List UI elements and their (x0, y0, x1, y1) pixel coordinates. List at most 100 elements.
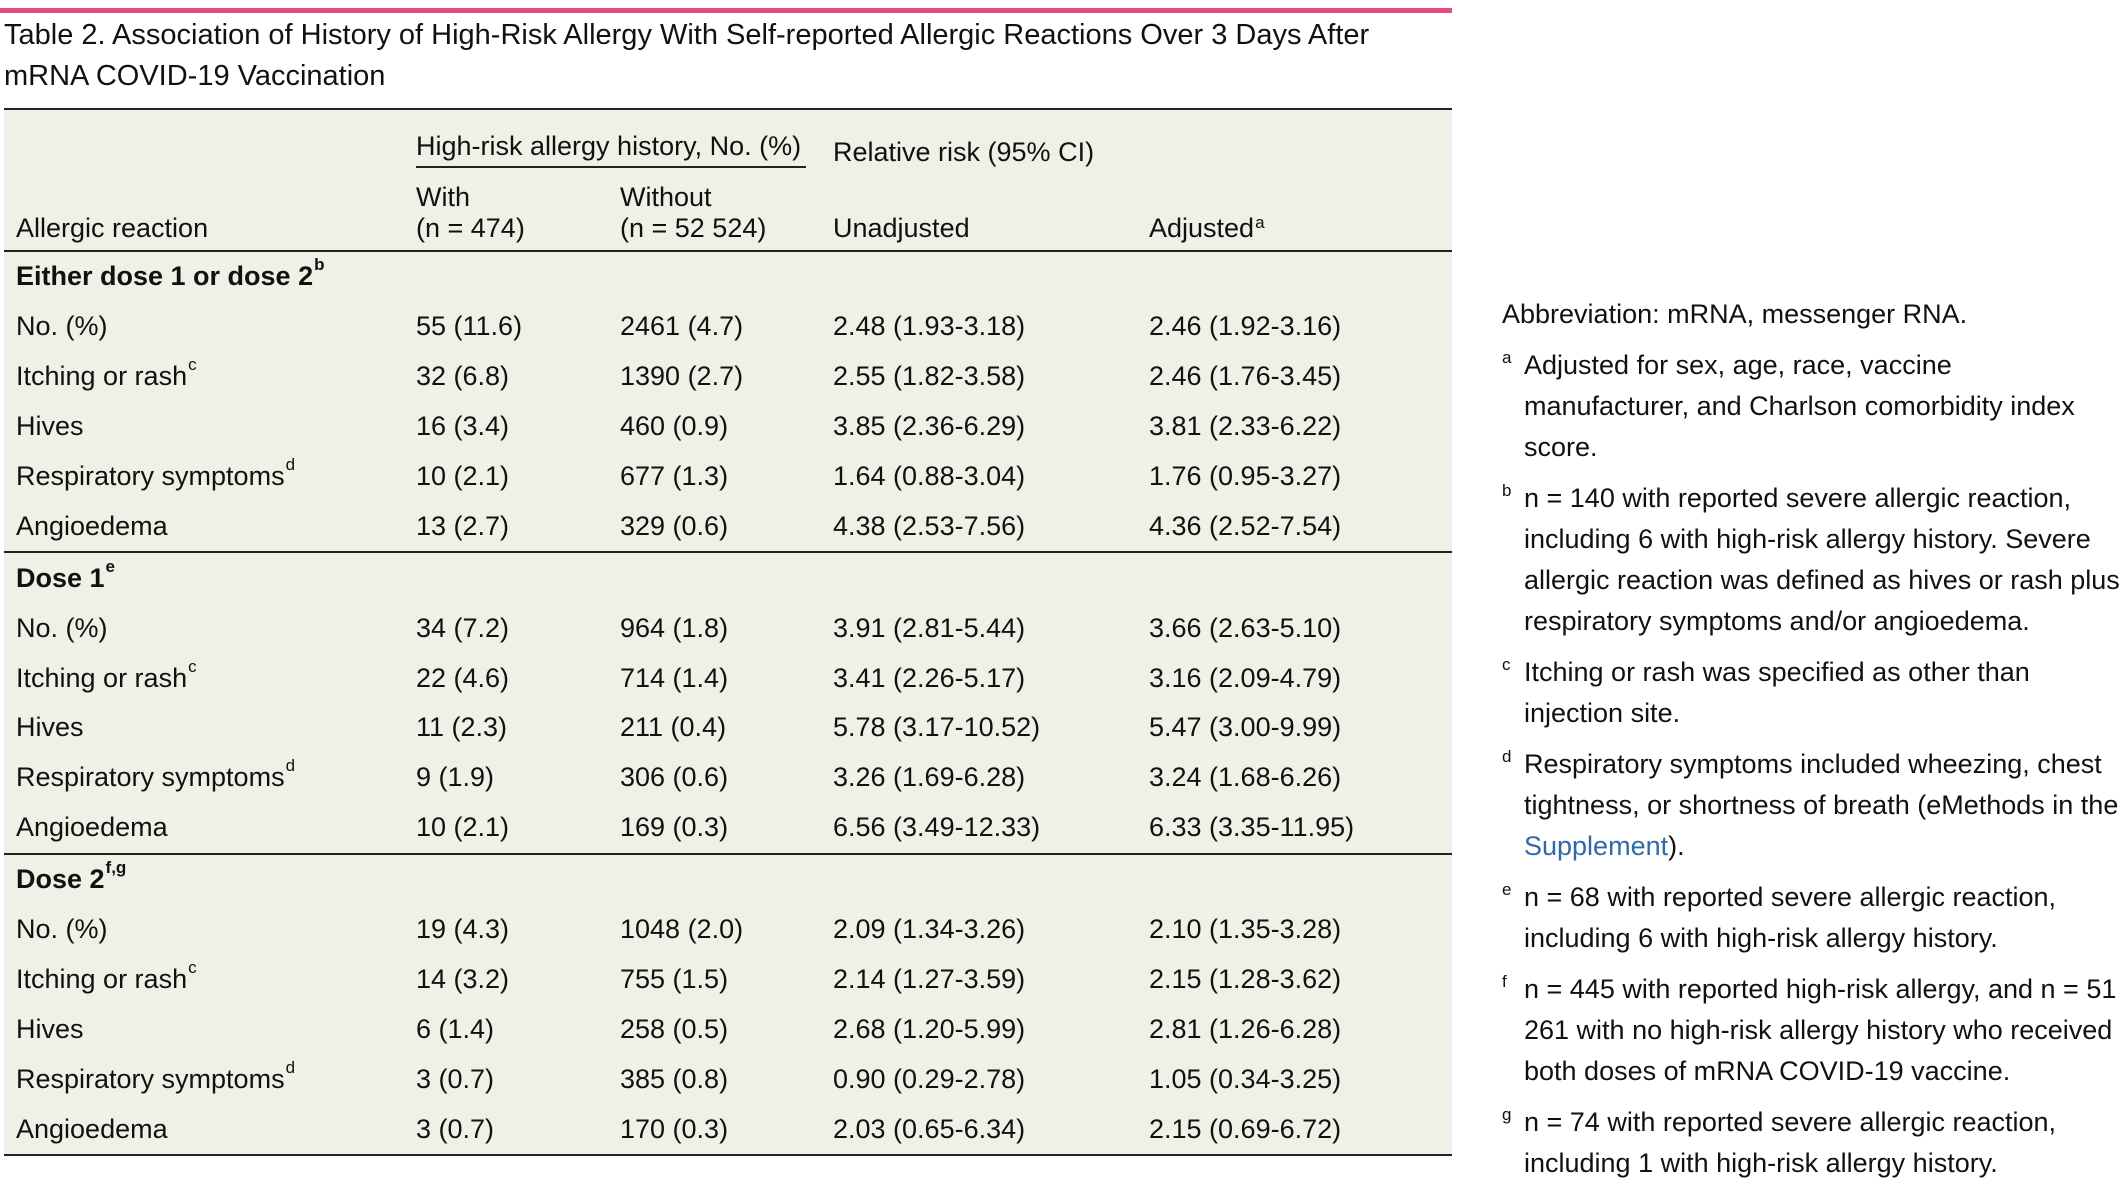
section-label: Either dose 1 or dose 2b (4, 251, 1452, 302)
cell-reaction: No. (%) (4, 904, 404, 955)
footnote-text: n = 445 with reported high-risk allergy,… (1524, 974, 2117, 1086)
footnote: g n = 74 with reported severe allergic re… (1502, 1102, 2122, 1184)
cell-without: 211 (0.4) (608, 703, 821, 753)
cell-with: 3 (0.7) (404, 1054, 608, 1105)
footnote-text: n = 68 with reported severe allergic rea… (1524, 882, 2057, 953)
cell-without: 755 (1.5) (608, 954, 821, 1005)
cell-reaction: Angioedema (4, 501, 404, 553)
cell-with: 11 (2.3) (404, 703, 608, 753)
header-adjusted-label: Adjusted (1149, 213, 1255, 243)
reaction-text: Hives (16, 1013, 84, 1044)
cell-with: 14 (3.2) (404, 954, 608, 1005)
cell-reaction: Respiratory symptomsd (4, 752, 404, 803)
results-table-container: High-risk allergy history, No. (%) Relat… (4, 108, 1452, 1157)
cell-unadjusted: 2.03 (0.65-6.34) (821, 1104, 1137, 1157)
footnote: a Adjusted for sex, age, race, vaccine ma… (1502, 345, 2122, 468)
cell-without: 1390 (2.7) (608, 351, 821, 402)
cell-unadjusted: 3.41 (2.26-5.17) (821, 653, 1137, 704)
section-header-row: Either dose 1 or dose 2b (4, 251, 1452, 302)
cell-without: 306 (0.6) (608, 752, 821, 803)
cell-unadjusted: 2.68 (1.20-5.99) (821, 1004, 1137, 1055)
table-title: Table 2. Association of History of High-… (4, 19, 1370, 92)
cell-adjusted: 3.81 (2.33-6.22) (1137, 401, 1452, 452)
cell-adjusted: 2.81 (1.26-6.28) (1137, 1004, 1452, 1055)
abbreviation-note: Abbreviation: mRNA, messenger RNA. (1502, 299, 1968, 329)
cell-adjusted: 6.33 (3.35-11.95) (1137, 802, 1452, 854)
reaction-text: No. (%) (16, 612, 108, 643)
cell-with: 9 (1.9) (404, 752, 608, 803)
section-label-text: Either dose 1 or dose 2 (16, 261, 314, 292)
cell-adjusted: 2.15 (0.69-6.72) (1137, 1104, 1452, 1157)
cell-with: 6 (1.4) (404, 1004, 608, 1055)
cell-without: 714 (1.4) (608, 653, 821, 704)
section-footnote-mark: f,g (105, 858, 127, 878)
table-row: Respiratory symptomsd 3 (0.7) 385 (0.8) 0.9… (4, 1054, 1452, 1105)
cell-with: 3 (0.7) (404, 1104, 608, 1157)
table-row: Angioedema 3 (0.7) 170 (0.3) 2.03 (0.65-6.3… (4, 1104, 1452, 1157)
cell-reaction: Hives (4, 703, 404, 753)
cell-adjusted: 5.47 (3.00-9.99) (1137, 703, 1452, 753)
cell-adjusted: 3.66 (2.63-5.10) (1137, 603, 1452, 654)
title-accent-bar (0, 8, 1452, 13)
cell-adjusted: 3.16 (2.09-4.79) (1137, 653, 1452, 704)
cell-without: 169 (0.3) (608, 802, 821, 854)
reaction-text: Angioedema (16, 812, 168, 843)
cell-adjusted: 4.36 (2.52-7.54) (1137, 501, 1452, 553)
cell-adjusted: 2.10 (1.35-3.28) (1137, 904, 1452, 955)
header-with: With (n = 474) (404, 172, 608, 251)
reaction-text: Angioedema (16, 1113, 168, 1144)
footnote: b n = 140 with reported severe allergic r… (1502, 478, 2122, 642)
cell-with: 10 (2.1) (404, 451, 608, 502)
header-with-n: (n = 474) (416, 213, 525, 243)
footnote-text: Respiratory symptoms included wheezing, … (1524, 749, 2119, 820)
header-adjusted-sup: a (1255, 213, 1265, 232)
table-row: Hives 6 (1.4) 258 (0.5) 2.68 (1.20-5.99) 2.8… (4, 1004, 1452, 1055)
table-row: No. (%) 34 (7.2) 964 (1.8) 3.91 (2.81-5.44)… (4, 603, 1452, 654)
header-without-n: (n = 52 524) (620, 213, 767, 243)
footnote: f n = 445 with reported high-risk allergy… (1502, 969, 2122, 1092)
section-header-row: Dose 1e (4, 551, 1452, 604)
cell-adjusted: 1.05 (0.34-3.25) (1137, 1054, 1452, 1105)
header-group-rr-label: Relative risk (95% CI) (833, 137, 1095, 167)
table-body: Either dose 1 or dose 2b No. (%) 55 (11.6)… (4, 251, 1452, 1157)
footnote-mark: a (1502, 348, 1512, 367)
cell-reaction: Angioedema (4, 1104, 404, 1157)
cell-with: 13 (2.7) (404, 501, 608, 553)
cell-without: 2461 (4.7) (608, 301, 821, 352)
cell-with: 55 (11.6) (404, 301, 608, 352)
reaction-text: Itching or rash (16, 963, 188, 994)
footnote-mark: e (1502, 880, 1512, 899)
section-label: Dose 1e (4, 551, 1452, 604)
reaction-footnote-mark: c (188, 957, 197, 977)
footnote-text: n = 74 with reported severe allergic rea… (1524, 1107, 2057, 1178)
footnote-text-after: ). (1668, 831, 1685, 861)
table-row: No. (%) 19 (4.3) 1048 (2.0) 2.09 (1.34-3.26… (4, 904, 1452, 955)
cell-adjusted: 2.46 (1.76-3.45) (1137, 351, 1452, 402)
reaction-text: Angioedema (16, 510, 168, 541)
supplement-link[interactable]: Supplement (1524, 831, 1669, 861)
section-label-text: Dose 2 (16, 864, 105, 895)
cell-without: 258 (0.5) (608, 1004, 821, 1055)
cell-without: 385 (0.8) (608, 1054, 821, 1105)
header-without: Without (n = 52 524) (608, 172, 821, 251)
cell-unadjusted: 2.55 (1.82-3.58) (821, 351, 1137, 402)
cell-without: 964 (1.8) (608, 603, 821, 654)
footnote-mark: b (1502, 481, 1512, 500)
cell-reaction: Itching or rashc (4, 653, 404, 704)
table-notes: Abbreviation: mRNA, messenger RNA. a Adju… (1502, 294, 2122, 1194)
cell-without: 329 (0.6) (608, 501, 821, 553)
cell-unadjusted: 2.14 (1.27-3.59) (821, 954, 1137, 1005)
footnote-text: Itching or rash was specified as other t… (1524, 657, 2030, 728)
reaction-footnote-mark: d (285, 756, 296, 776)
cell-without: 170 (0.3) (608, 1104, 821, 1157)
cell-without: 460 (0.9) (608, 401, 821, 452)
reaction-text: Hives (16, 411, 84, 442)
section-header-row: Dose 2f,g (4, 852, 1452, 905)
cell-unadjusted: 3.85 (2.36-6.29) (821, 401, 1137, 452)
cell-unadjusted: 3.91 (2.81-5.44) (821, 603, 1137, 654)
section-label: Dose 2f,g (4, 852, 1452, 905)
reaction-footnote-mark: d (285, 1057, 296, 1077)
cell-adjusted: 1.76 (0.95-3.27) (1137, 451, 1452, 502)
footnote: e n = 68 with reported severe allergic re… (1502, 877, 2122, 959)
header-adjusted: Adjusteda (1137, 172, 1452, 251)
